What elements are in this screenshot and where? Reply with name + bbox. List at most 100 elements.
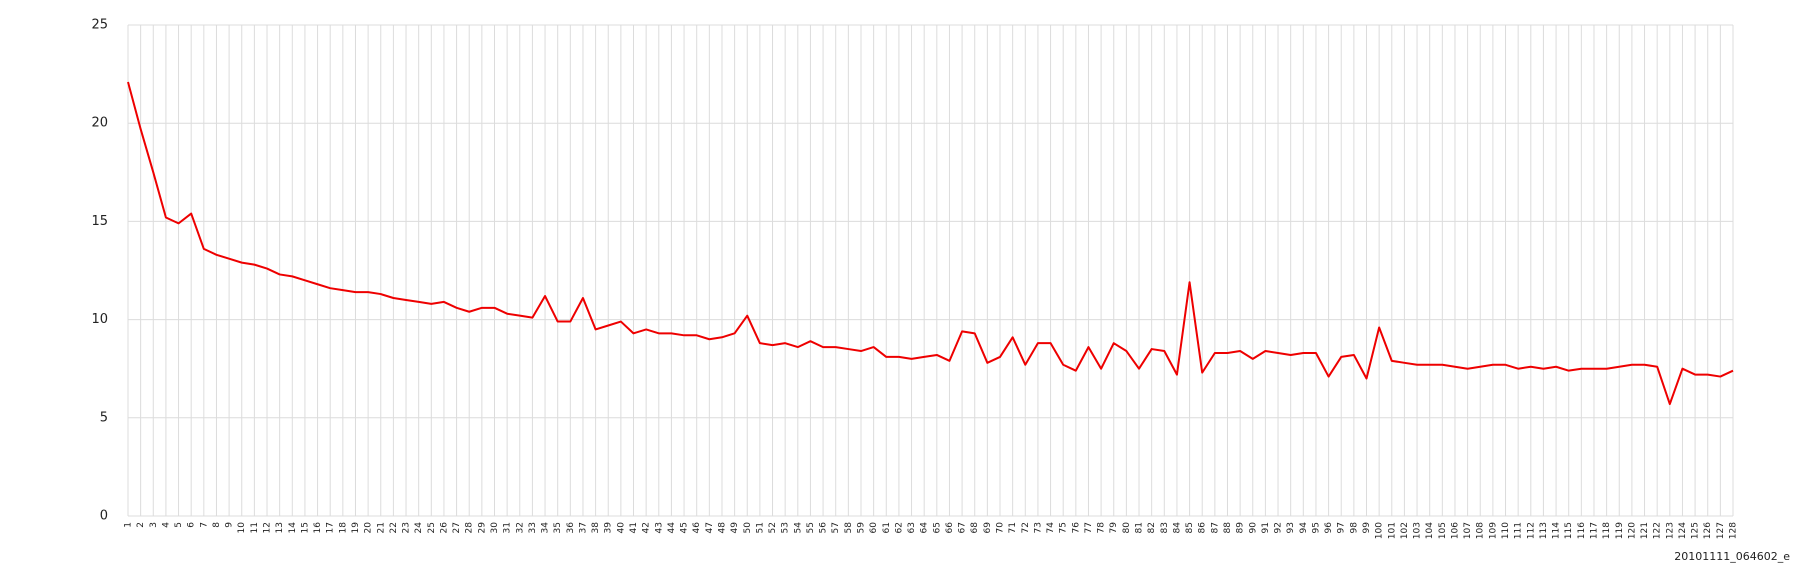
x-tick-label: 54 [793, 522, 803, 534]
x-tick-label: 118 [1602, 522, 1612, 539]
x-tick-label: 124 [1678, 522, 1688, 539]
x-tick-label: 84 [1172, 522, 1182, 534]
x-tick-label: 80 [1122, 522, 1132, 534]
y-tick-label: 20 [91, 116, 108, 131]
x-tick-label: 57 [831, 522, 841, 533]
x-tick-label: 25 [427, 522, 437, 533]
x-tick-label: 95 [1311, 522, 1321, 533]
x-tick-label: 111 [1514, 522, 1524, 539]
x-tick-label: 63 [907, 522, 917, 533]
x-tick-label: 41 [629, 522, 639, 533]
y-tick-label: 5 [100, 410, 108, 425]
x-tick-label: 99 [1362, 522, 1372, 534]
x-tick-label: 122 [1653, 522, 1663, 539]
x-tick-label: 3 [149, 522, 159, 528]
y-tick-label: 15 [91, 214, 108, 229]
x-tick-label: 38 [591, 522, 601, 534]
x-tick-label: 73 [1033, 522, 1043, 533]
x-tick-label: 32 [515, 522, 525, 533]
x-tick-label: 47 [705, 522, 715, 533]
x-tick-label: 43 [654, 522, 664, 533]
x-tick-label: 6 [187, 522, 197, 528]
x-tick-label: 58 [844, 522, 854, 534]
x-tick-label: 55 [806, 522, 816, 533]
x-tick-label: 91 [1261, 522, 1271, 533]
x-tick-label: 26 [439, 522, 449, 534]
x-tick-label: 125 [1691, 522, 1701, 539]
x-tick-label: 34 [541, 522, 551, 534]
x-tick-label: 66 [945, 522, 955, 534]
x-tick-label: 22 [389, 522, 399, 533]
x-tick-label: 90 [1248, 522, 1258, 534]
x-tick-label: 40 [616, 522, 626, 534]
x-tick-label: 79 [1109, 522, 1119, 534]
x-tick-label: 105 [1438, 522, 1448, 539]
x-tick-label: 56 [819, 522, 829, 534]
x-tick-label: 31 [503, 522, 513, 533]
x-tick-label: 49 [730, 522, 740, 534]
x-tick-label: 75 [1059, 522, 1069, 533]
x-tick-label: 17 [326, 522, 336, 533]
x-tick-label: 28 [465, 522, 475, 534]
x-tick-label: 123 [1665, 522, 1675, 539]
x-tick-label: 121 [1640, 522, 1650, 539]
x-tick-label: 106 [1450, 522, 1460, 539]
x-tick-label: 81 [1135, 522, 1145, 533]
x-tick-label: 78 [1097, 522, 1107, 534]
x-tick-label: 89 [1236, 522, 1246, 534]
x-tick-label: 37 [578, 522, 588, 533]
x-tick-label: 69 [983, 522, 993, 534]
x-tick-label: 48 [717, 522, 727, 534]
x-tick-label: 102 [1400, 522, 1410, 539]
x-tick-label: 103 [1413, 522, 1423, 539]
x-tick-label: 39 [604, 522, 614, 534]
x-tick-label: 5 [174, 522, 184, 528]
x-tick-label: 51 [755, 522, 765, 533]
x-tick-label: 36 [566, 522, 576, 534]
x-tick-label: 112 [1526, 522, 1536, 539]
x-tick-label: 98 [1349, 522, 1359, 534]
x-tick-label: 53 [781, 522, 791, 533]
x-tick-label: 42 [642, 522, 652, 533]
x-tick-label: 11 [250, 522, 260, 533]
x-tick-label: 24 [414, 522, 424, 534]
x-tick-label: 67 [958, 522, 968, 533]
x-tick-label: 87 [1210, 522, 1220, 533]
x-tick-label: 30 [490, 522, 500, 534]
x-tick-label: 13 [275, 522, 285, 533]
x-tick-label: 65 [932, 522, 942, 533]
data-line [127, 81, 1734, 406]
x-tick-label: 117 [1589, 522, 1599, 539]
x-tick-label: 126 [1703, 522, 1713, 539]
x-tick-label: 108 [1476, 522, 1486, 539]
y-tick-label: 0 [100, 509, 108, 524]
x-tick-label: 104 [1425, 522, 1435, 539]
x-tick-label: 33 [528, 522, 538, 533]
x-tick-label: 116 [1577, 522, 1587, 539]
x-axis-label: 20101111_064602_e [1674, 550, 1790, 563]
x-tick-label: 100 [1375, 522, 1385, 539]
x-tick-label: 20 [364, 522, 374, 534]
x-tick-label: 35 [553, 522, 563, 533]
x-tick-label: 1 [124, 522, 134, 528]
x-tick-label: 19 [351, 522, 361, 534]
x-tick-label: 88 [1223, 522, 1233, 534]
x-tick-label: 96 [1324, 522, 1334, 534]
x-tick-label: 15 [300, 522, 310, 533]
x-tick-label: 12 [263, 522, 273, 533]
x-tick-label: 27 [452, 522, 462, 533]
x-tick-label: 46 [692, 522, 702, 534]
x-tick-label: 119 [1615, 522, 1625, 539]
x-tick-label: 23 [402, 522, 412, 533]
x-tick-label: 76 [1071, 522, 1081, 534]
x-tick-label: 18 [338, 522, 348, 534]
x-tick-label: 94 [1299, 522, 1309, 534]
x-tick-label: 120 [1627, 522, 1637, 539]
x-tick-label: 8 [212, 522, 222, 528]
x-tick-label: 128 [1729, 522, 1739, 539]
x-tick-label: 70 [996, 522, 1006, 534]
x-tick-label: 101 [1387, 522, 1397, 539]
x-tick-label: 14 [288, 522, 298, 534]
x-tick-label: 59 [856, 522, 866, 534]
